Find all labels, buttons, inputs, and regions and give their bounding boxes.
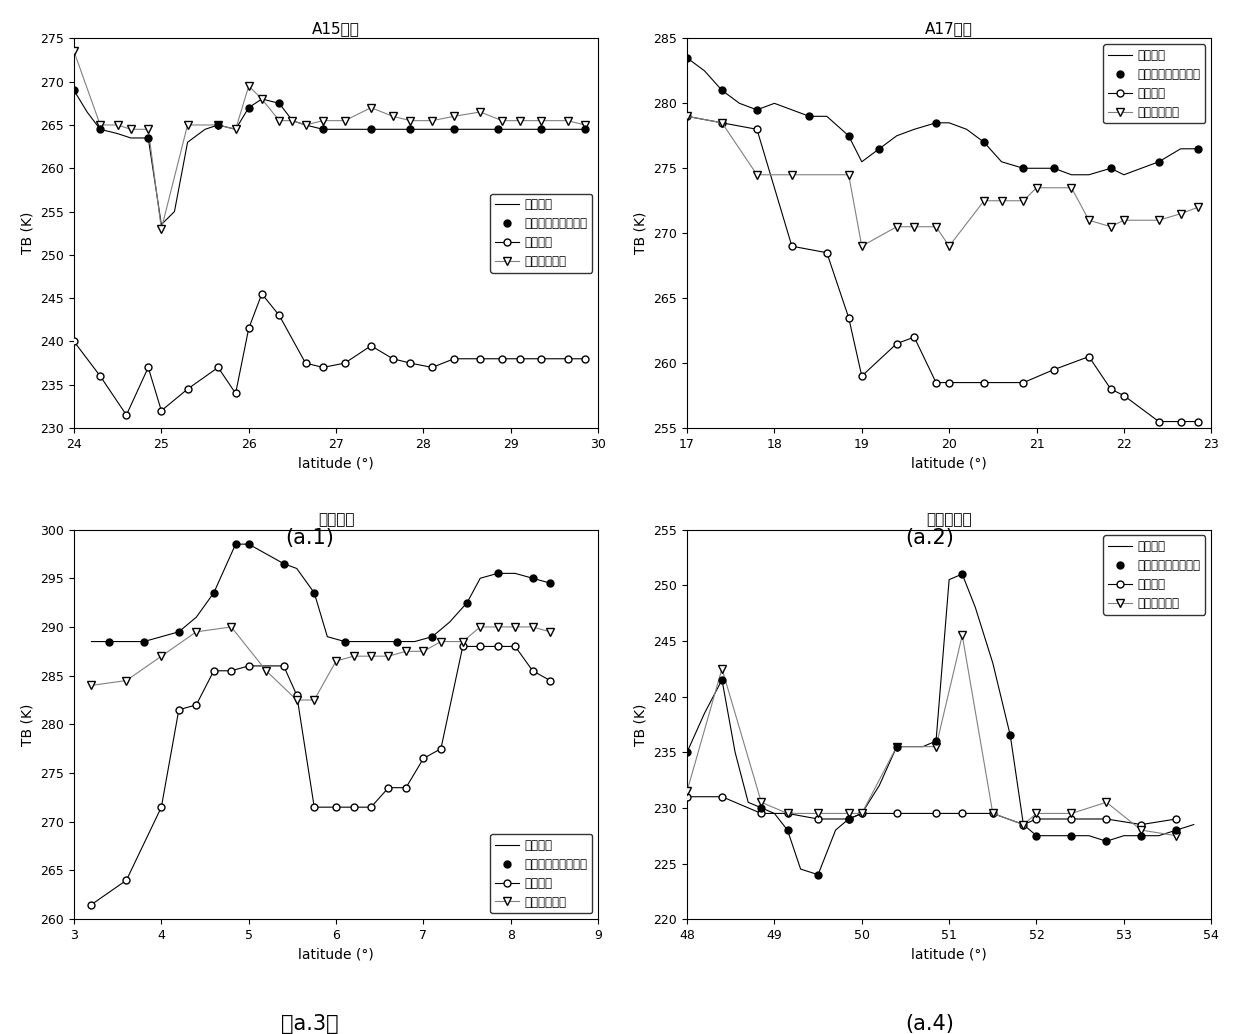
Legend: 实测亮温, 实测亮温中对应的点, 原有模型, 温度分段模型: 实测亮温, 实测亮温中对应的点, 原有模型, 温度分段模型 <box>490 834 593 913</box>
Legend: 实测亮温, 实测亮温中对应的点, 原有模型, 温度分段模型: 实测亮温, 实测亮温中对应的点, 原有模型, 温度分段模型 <box>1104 536 1205 614</box>
X-axis label: latitude (°): latitude (°) <box>298 456 374 470</box>
X-axis label: latitude (°): latitude (°) <box>911 947 987 962</box>
Y-axis label: TB (K): TB (K) <box>634 212 647 254</box>
Text: (a.1): (a.1) <box>285 527 335 548</box>
Y-axis label: TB (K): TB (K) <box>21 212 35 254</box>
Title: A15地区: A15地区 <box>312 21 360 36</box>
Y-axis label: TB (K): TB (K) <box>21 703 35 746</box>
X-axis label: latitude (°): latitude (°) <box>911 456 987 470</box>
Text: （a.3）: （a.3） <box>281 1013 339 1034</box>
Title: 撞击坑地区: 撞击坑地区 <box>926 512 972 527</box>
Text: (a.4): (a.4) <box>905 1013 955 1034</box>
Title: A17地区: A17地区 <box>925 21 973 36</box>
X-axis label: latitude (°): latitude (°) <box>298 947 374 962</box>
Legend: 实测亮温, 实测亮温中对应的点, 原有模型, 温度分段模型: 实测亮温, 实测亮温中对应的点, 原有模型, 温度分段模型 <box>490 193 593 273</box>
Text: (a.2): (a.2) <box>905 527 955 548</box>
Legend: 实测亮温, 实测亮温中对应的点, 原有模型, 温度分段模型: 实测亮温, 实测亮温中对应的点, 原有模型, 温度分段模型 <box>1104 44 1205 123</box>
Y-axis label: TB (K): TB (K) <box>634 703 647 746</box>
Title: 月海地区: 月海地区 <box>317 512 355 527</box>
